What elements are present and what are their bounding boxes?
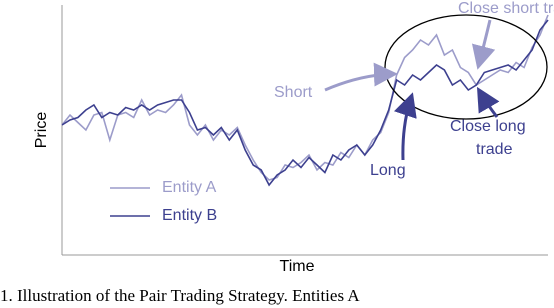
arrow: [324, 62, 398, 92]
series-line: [61, 14, 549, 181]
arrow: [476, 86, 500, 118]
legend-label: Entity B: [162, 207, 217, 224]
arrow: [393, 92, 417, 161]
annotation: Long: [370, 162, 406, 179]
caption: 1. Illustration of the Pair Trading Stra…: [0, 286, 360, 305]
annotation: Short: [274, 84, 313, 101]
y-axis-label: Price: [33, 112, 50, 149]
annotation: Close long: [450, 118, 526, 135]
legend-label: Entity A: [162, 179, 217, 196]
annotation: trade: [476, 141, 513, 158]
x-axis-label: Time: [280, 258, 315, 275]
arrow: [471, 19, 496, 70]
annotation: Close short trade: [458, 0, 554, 17]
plot-area: [61, 14, 549, 187]
series-line: [61, 19, 549, 187]
